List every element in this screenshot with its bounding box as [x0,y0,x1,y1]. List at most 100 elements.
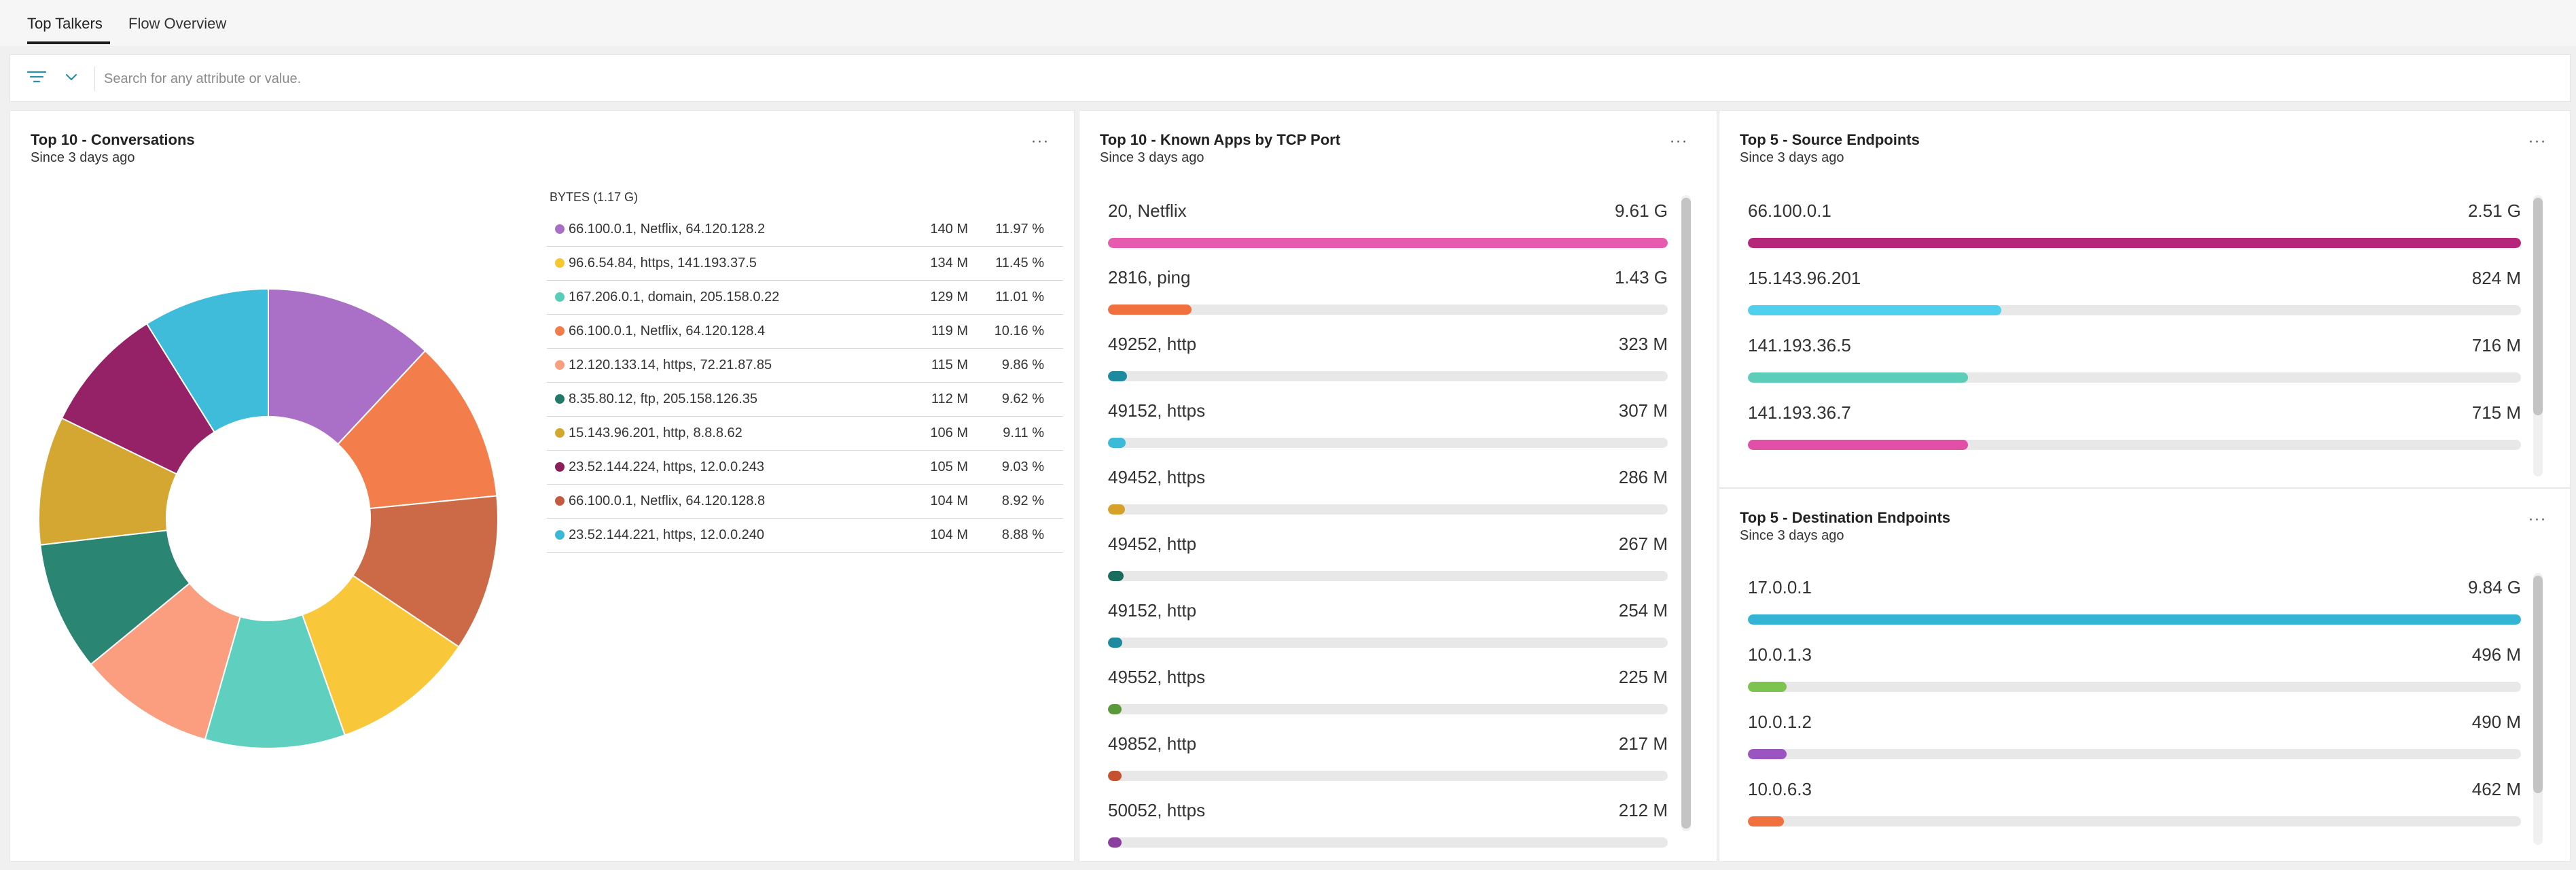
bar-fill [1108,771,1122,781]
bar-item[interactable]: 49152, http 254 M [1108,600,1668,667]
bar-value: 9.84 G [2467,577,2521,597]
bar-item[interactable]: 66.100.0.1 2.51 G [1748,201,2521,267]
sources-scrollbar[interactable] [2533,195,2543,476]
bar-item[interactable]: 10.0.6.3 462 M [1748,779,2521,846]
bar-label: 17.0.0.1 [1748,577,1812,597]
legend-row[interactable]: 12.120.133.14, https, 72.21.87.85 115 M 9.… [547,349,1063,383]
legend-color-dot [555,394,565,404]
tab-flow-overview[interactable]: Flow Overview [128,15,227,32]
legend-color-dot [555,530,565,540]
legend-percent: 10.16 % [994,324,1044,338]
search-input[interactable] [103,65,920,93]
bar-value: 267 M [1618,534,1668,554]
bar-item[interactable]: 49152, https 307 M [1108,400,1668,467]
bar-label: 10.0.1.3 [1748,644,1812,665]
legend-row[interactable]: 167.206.0.1, domain, 205.158.0.22 129 M 11… [547,281,1063,315]
donut-slice[interactable] [268,288,427,445]
legend-row[interactable]: 66.100.0.1, Netflix, 64.120.128.8 104 M 8.… [547,485,1063,519]
bar-label: 141.193.36.5 [1748,335,1851,355]
sources-title: Top 5 - Source Endpoints [1740,131,1920,148]
legend-value: 140 M [930,222,968,237]
bar-track [1748,305,2521,315]
legend-header: BYTES (1.17 G) [550,190,639,204]
legend-percent: 11.97 % [995,222,1044,237]
bar-item[interactable]: 20, Netflix 9.61 G [1108,201,1668,267]
tab-top-talkers[interactable]: Top Talkers [27,15,103,32]
bar-fill [1748,749,1787,759]
apps-scrollbar[interactable] [1681,195,1691,831]
destinations-scrollbar-thumb[interactable] [2533,576,2543,793]
donut-slice[interactable] [352,495,499,648]
bar-item[interactable]: 141.193.36.5 716 M [1748,335,2521,402]
donut-slice[interactable] [145,288,269,434]
legend-label: 23.52.144.221, https, 12.0.0.240 [569,527,765,542]
legend-label: 15.143.96.201, http, 8.8.8.62 [569,425,743,440]
apps-title: Top 10 - Known Apps by TCP Port [1100,131,1341,148]
legend-value: 129 M [930,290,968,304]
donut-slice[interactable] [90,582,241,741]
bar-item[interactable]: 49552, https 225 M [1108,667,1668,733]
legend-row[interactable]: 96.6.54.84, https, 141.193.37.5 134 M 11.4… [547,247,1063,281]
bar-item[interactable]: 10.0.1.2 490 M [1748,712,2521,778]
legend-row[interactable]: 23.52.144.224, https, 12.0.0.243 105 M 9.0… [547,451,1063,485]
active-tab-indicator [27,41,110,44]
bar-label: 49452, http [1108,534,1197,554]
sources-more-button[interactable]: ··· [2528,132,2547,150]
legend-color-dot [555,292,565,302]
bar-item[interactable]: 15.143.96.201 824 M [1748,268,2521,334]
legend-value: 105 M [930,459,968,474]
bar-track [1748,816,2521,826]
destinations-scrollbar[interactable] [2533,573,2543,845]
bar-item[interactable]: 10.0.1.3 496 M [1748,644,2521,711]
legend-percent: 11.01 % [995,290,1044,304]
legend-row[interactable]: 15.143.96.201, http, 8.8.8.62 106 M 9.11 % [547,417,1063,451]
search-bar [10,54,2571,102]
destinations-list: 17.0.0.1 9.84 G 10.0.1.3 496 M 10.0.1.2 490 M… [1748,577,2521,849]
bar-item[interactable]: 2816, ping 1.43 G [1108,267,1668,334]
bar-track [1108,837,1668,848]
donut-slice[interactable] [301,574,460,736]
bar-track [1748,614,2521,625]
apps-more-button[interactable]: ··· [1669,132,1688,150]
legend-row[interactable]: 23.52.144.221, https, 12.0.0.240 104 M 8.8… [547,519,1063,553]
legend-label: 66.100.0.1, Netflix, 64.120.128.8 [569,493,766,508]
source-endpoints-panel: Top 5 - Source Endpoints Since 3 days ag… [1719,110,2571,488]
donut-slice[interactable] [337,349,498,510]
bar-item[interactable]: 49452, https 286 M [1108,467,1668,534]
legend-row[interactable]: 8.35.80.12, ftp, 205.158.126.35 112 M 9.62… [547,383,1063,417]
bar-track [1108,638,1668,648]
bar-item[interactable]: 49452, http 267 M [1108,534,1668,600]
bar-item[interactable]: 50052, https 212 M [1108,800,1668,854]
legend-percent: 8.88 % [1001,527,1044,542]
bar-item[interactable]: 49252, http 323 M [1108,334,1668,400]
chevron-down-icon[interactable] [65,73,78,86]
bar-item[interactable]: 141.193.36.7 715 M [1748,402,2521,469]
filter-icon[interactable] [26,70,47,88]
bar-track [1748,238,2521,248]
apps-panel: Top 10 - Known Apps by TCP Port Since 3 … [1079,110,1717,862]
bar-item[interactable]: 49852, http 217 M [1108,733,1668,800]
legend-row[interactable]: 66.100.0.1, Netflix, 64.120.128.2 140 M 11… [547,213,1063,247]
bar-fill [1108,304,1192,315]
bar-value: 254 M [1618,600,1668,621]
apps-scrollbar-thumb[interactable] [1681,198,1691,829]
legend-row[interactable]: 66.100.0.1, Netflix, 64.120.128.4 119 M 10… [547,315,1063,349]
bar-track [1108,704,1668,714]
legend-color-dot [555,462,565,472]
bar-value: 824 M [2471,268,2521,288]
bar-track [1748,440,2521,450]
sources-scrollbar-thumb[interactable] [2533,198,2543,415]
destinations-subtitle: Since 3 days ago [1740,528,1844,543]
bar-label: 49252, http [1108,334,1197,354]
destinations-more-button[interactable]: ··· [2528,510,2547,528]
bar-track [1108,571,1668,581]
conversations-more-button[interactable]: ··· [1031,132,1050,150]
bar-value: 2.51 G [2467,201,2521,221]
bar-fill [1108,638,1123,648]
bar-track [1748,749,2521,759]
legend-value: 104 M [930,493,968,508]
bar-item[interactable]: 17.0.0.1 9.84 G [1748,577,2521,644]
bar-value: 490 M [2471,712,2521,732]
bar-label: 49152, https [1108,400,1206,421]
conversations-subtitle: Since 3 days ago [31,150,135,165]
